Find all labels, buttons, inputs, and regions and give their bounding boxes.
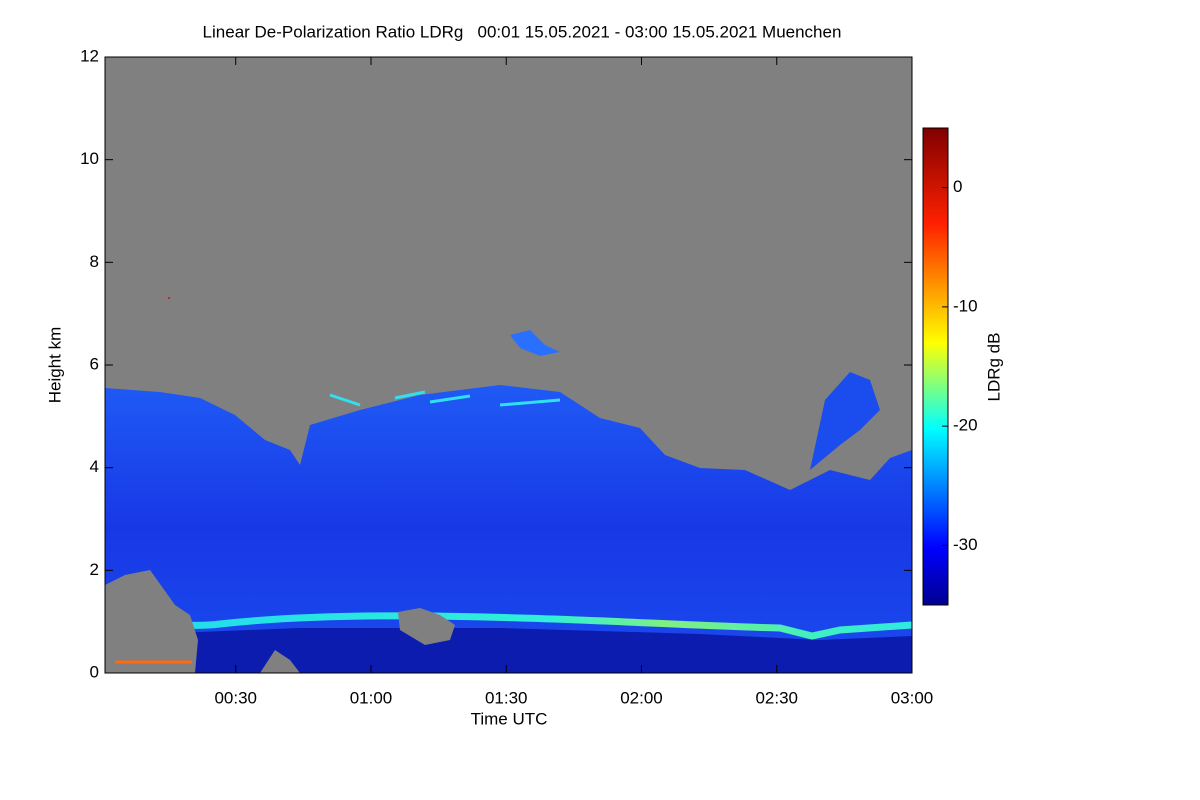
y-tick-label: 10 (80, 149, 99, 168)
colorbar-tick-label: -10 (953, 296, 978, 315)
heatmap-image (104, 57, 913, 673)
y-tick-label: 12 (80, 46, 99, 65)
chart-title: Linear De-Polarization Ratio LDRg 00:01 … (203, 22, 842, 41)
y-tick-label: 6 (90, 354, 99, 373)
x-tick-label: 01:00 (350, 688, 393, 707)
y-axis-label: Height km (45, 327, 64, 404)
x-tick-label: 02:30 (755, 688, 798, 707)
x-tick-label: 01:30 (485, 688, 528, 707)
x-tick-label: 02:00 (620, 688, 663, 707)
y-tick-label: 2 (90, 560, 99, 579)
y-tick-label: 0 (90, 662, 99, 681)
colorbar-tick-label: -30 (953, 535, 978, 554)
colorbar-tick-label: 0 (953, 177, 962, 196)
x-axis-label: Time UTC (471, 709, 548, 728)
colorbar-tick-label: -20 (953, 416, 978, 435)
colorbar (922, 127, 949, 606)
colorbar-label: LDRg dB (984, 333, 1003, 402)
y-tick-label: 4 (90, 457, 99, 476)
y-tick-label: 8 (90, 252, 99, 271)
x-tick-label: 03:00 (891, 688, 934, 707)
x-tick-label: 00:30 (214, 688, 257, 707)
